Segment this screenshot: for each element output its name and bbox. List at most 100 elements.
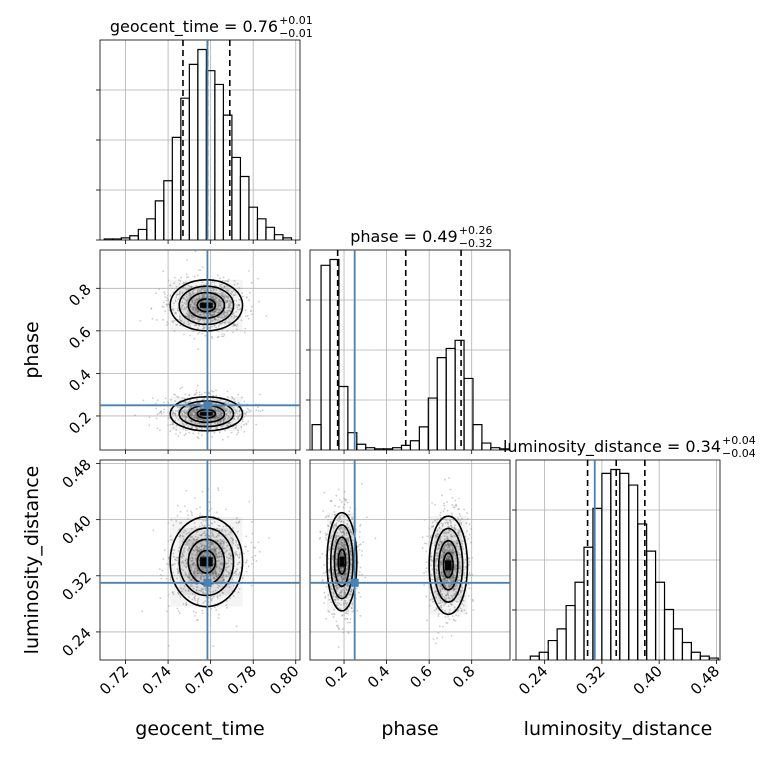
scatter-point (217, 422, 219, 425)
scatter-point (224, 315, 226, 318)
scatter-point (449, 488, 452, 491)
scatter-point (189, 412, 192, 415)
scatter-point (457, 508, 459, 510)
scatter-point (214, 418, 216, 421)
scatter-point (358, 591, 360, 594)
scatter-point (175, 433, 178, 435)
scatter-point (191, 426, 194, 428)
scatter-point (217, 516, 220, 519)
scatter-point (141, 610, 144, 613)
scatter-point (238, 402, 241, 405)
scatter-point (177, 610, 180, 612)
density-peak (339, 556, 345, 567)
hist-bar (472, 424, 483, 450)
scatter-point (201, 293, 204, 296)
scatter-point (335, 620, 338, 623)
scatter-point (195, 611, 198, 614)
scatter-point (203, 326, 205, 328)
scatter-point (183, 306, 186, 309)
y-tick-label: 0.6 (65, 323, 95, 353)
scatter-point (233, 323, 236, 326)
scatter-point (193, 497, 196, 499)
scatter-point (184, 433, 187, 435)
scatter-point (219, 412, 222, 414)
scatter-point (248, 291, 251, 294)
scatter-point (168, 605, 170, 607)
scatter-point (230, 307, 232, 309)
y-tick-label: 0.24 (58, 624, 94, 660)
scatter-point (163, 549, 166, 552)
scatter-point (216, 426, 218, 429)
scatter-point (208, 327, 211, 330)
scatter-point (252, 546, 255, 549)
scatter-point (341, 614, 343, 617)
scatter-point (223, 408, 226, 411)
scatter-point (259, 393, 261, 396)
scatter-point (174, 394, 177, 396)
scatter-point (227, 303, 230, 305)
scatter-point (221, 333, 224, 335)
scatter-point (194, 414, 196, 416)
scatter-point (226, 313, 228, 316)
contour-line (187, 291, 226, 319)
scatter-point (200, 315, 203, 317)
scatter-point (243, 423, 245, 426)
scatter-point (246, 411, 249, 413)
hist-bar (154, 200, 165, 240)
scatter-point (237, 429, 239, 431)
scatter-point (178, 283, 181, 285)
scatter-point (215, 394, 218, 397)
scatter-point (364, 576, 367, 579)
scatter-point (181, 286, 184, 289)
scatter-point (185, 281, 187, 284)
scatter-point (184, 287, 187, 290)
scatter-point (225, 424, 228, 427)
hist-bar (538, 651, 549, 660)
scatter-point (194, 288, 197, 291)
scatter-point (164, 293, 167, 295)
scatter-point (319, 530, 322, 533)
scatter-point (250, 305, 253, 308)
scatter-point (186, 298, 188, 301)
scatter-point (203, 295, 206, 298)
scatter-point (163, 301, 165, 304)
scatter-point (351, 611, 354, 613)
scatter-point (343, 503, 346, 506)
scatter-point (218, 567, 221, 570)
density-layer (318, 477, 475, 648)
scatter-point (243, 430, 246, 433)
scatter-point (345, 498, 348, 501)
scatter-point (202, 315, 205, 318)
scatter-point (229, 302, 232, 305)
scatter-point (185, 489, 188, 492)
scatter-point (324, 596, 327, 599)
scatter-point (155, 292, 158, 295)
scatter-point (323, 564, 326, 566)
scatter-point (358, 536, 361, 538)
hist-bar (463, 377, 474, 450)
scatter-point (221, 283, 223, 285)
scatter-point (184, 505, 186, 507)
scatter-point (231, 397, 234, 400)
scatter-point (193, 580, 196, 582)
scatter-point (227, 278, 230, 281)
scatter-point (212, 390, 215, 393)
scatter-point (323, 602, 326, 604)
scatter-point (319, 536, 322, 539)
scatter-point (361, 550, 364, 552)
scatter-point (238, 287, 241, 290)
scatter-point (225, 508, 227, 511)
scatter-point (162, 411, 165, 413)
scatter-point (184, 298, 187, 301)
scatter-point (150, 307, 153, 310)
scatter-point (434, 642, 437, 645)
scatter-point (183, 297, 185, 300)
scatter-point (254, 554, 257, 557)
scatter-point (181, 397, 184, 399)
scatter-point (167, 644, 170, 647)
scatter-point (323, 491, 326, 494)
scatter-point (165, 303, 168, 306)
scatter-point (444, 616, 447, 618)
scatter-point (245, 412, 247, 414)
scatter-point (213, 422, 216, 424)
